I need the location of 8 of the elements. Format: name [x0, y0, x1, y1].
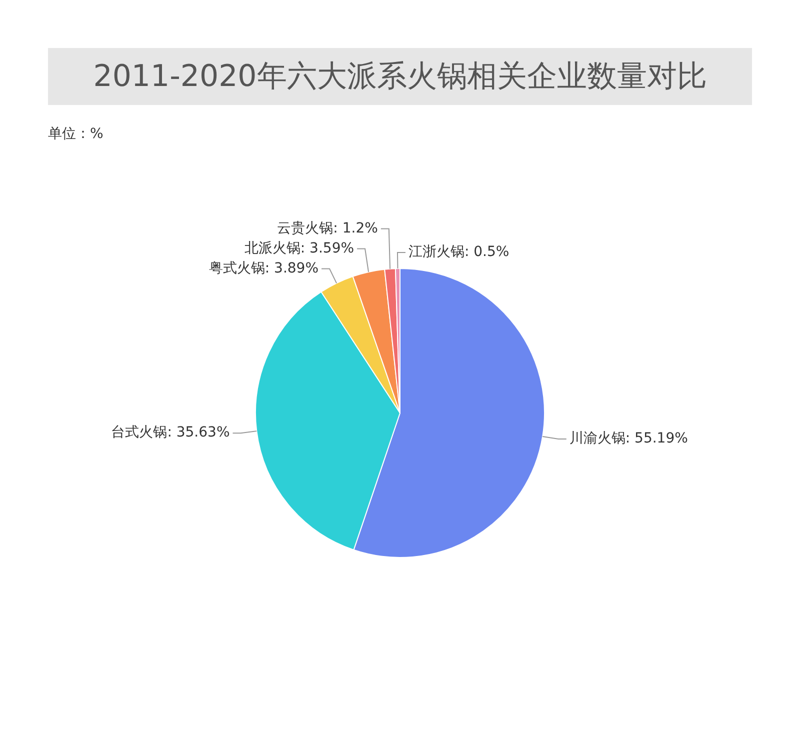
slice-label: 粤式火锅: 3.89%: [208, 260, 319, 276]
chart-subtitle: 单位：%: [48, 125, 104, 143]
chart-title: 2011-2020年六大派系火锅相关企业数量对比: [48, 48, 752, 105]
slice-label: 台式火锅: 35.63%: [111, 424, 230, 441]
slice-label: 江浙火锅: 0.5%: [408, 244, 510, 260]
slice-label: 北派火锅: 3.59%: [244, 240, 354, 256]
slice-label: 川渝火锅: 55.19%: [569, 430, 688, 447]
slice-label: 云贵火锅: 1.2%: [277, 220, 378, 236]
